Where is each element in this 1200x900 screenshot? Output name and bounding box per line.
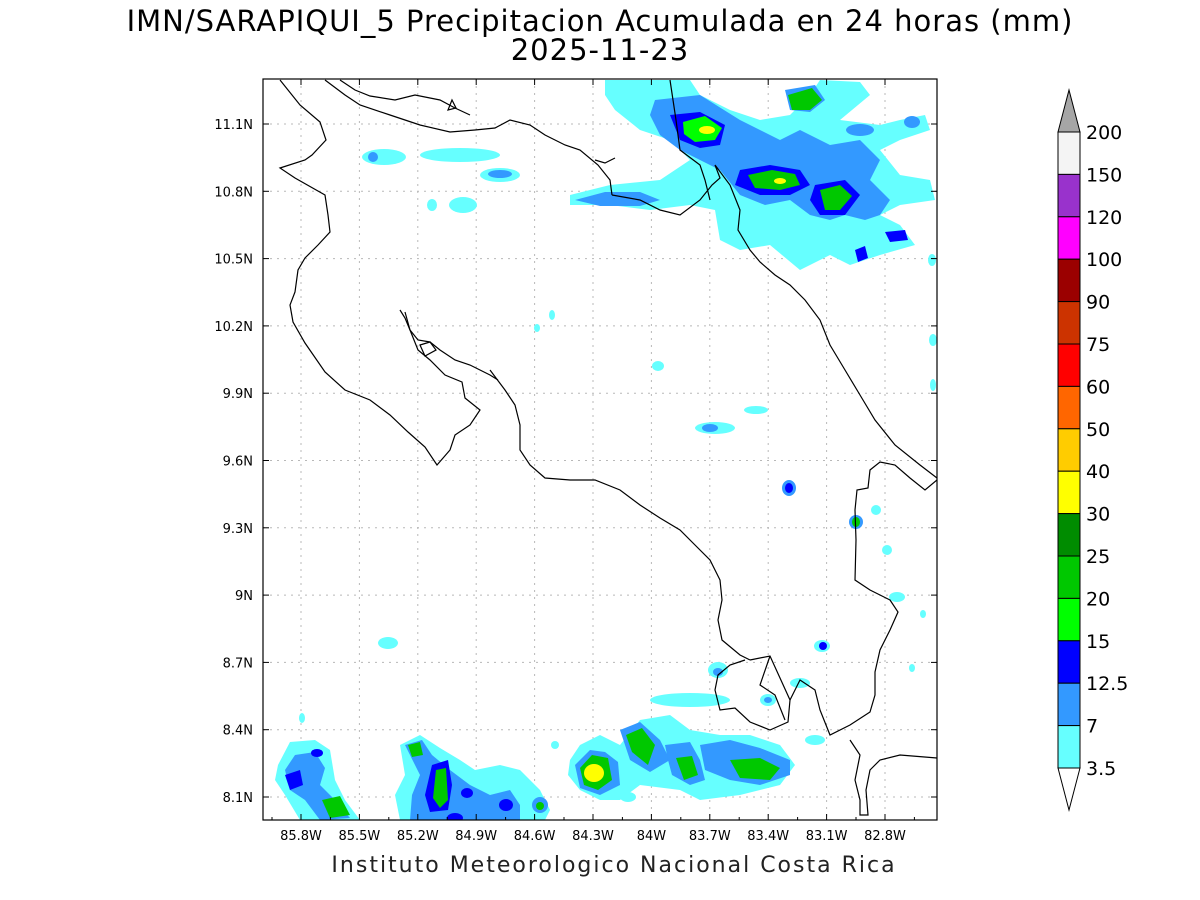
lon-tick-label: 84.3W [572,829,614,844]
lat-tick-label: 11.1N [214,118,253,133]
lon-tick-label: 83.1W [806,829,848,844]
lon-tick-label: 85.8W [280,829,322,844]
coastline-borders [278,79,937,816]
colorbar-level-label: 60 [1086,376,1110,398]
lon-tick-label: 84W [637,829,667,844]
colorbar-over-triangle [1057,88,1081,133]
colorbar-level-label: 200 [1086,122,1122,144]
colorbar-segment [1057,428,1081,472]
lat-tick-label: 8.1N [223,791,253,806]
colorbar-segment [1057,343,1081,387]
lon-tick-label: 83.4W [747,829,789,844]
lat-tick-label: 9N [235,589,253,604]
colorbar-level-label: 15 [1086,631,1110,653]
lat-tick-label: 10.5N [214,253,253,268]
colorbar-level-label: 90 [1086,292,1110,314]
lat-tick-label: 10.8N [214,185,253,200]
colorbar-segment [1057,173,1081,218]
lon-tick-label: 82.8W [864,829,906,844]
lat-tick-label: 8.4N [223,724,253,739]
map-frame [262,78,938,821]
colorbar-level-label: 120 [1086,207,1122,229]
chart-title: IMN/SARAPIQUI_5 Precipitacion Acumulada … [126,4,1074,38]
colorbar-segment [1057,131,1081,175]
lon-tick-label: 84.6W [514,829,556,844]
lon-tick-label: 85.2W [397,829,439,844]
colorbar: 200 150 120 100 90 75 60 50 40 30 25 20 15 12.5 7 3.5 [1057,88,1128,812]
colorbar-level-label: 7 [1086,716,1098,738]
colorbar-segment [1057,258,1081,303]
colorbar-level-label: 40 [1086,461,1110,483]
colorbar-level-label: 20 [1086,588,1110,610]
colorbar-segment [1057,301,1081,345]
colorbar-segment [1057,513,1081,557]
lon-tick-label: 83.7W [689,829,731,844]
lon-tick-label: 84.9W [455,829,497,844]
lat-tick-label: 9.9N [223,387,253,402]
colorbar-level-label: 3.5 [1086,758,1116,780]
colorbar-level-label: 75 [1086,334,1110,356]
colorbar-level-label: 25 [1086,546,1110,568]
colorbar-segment [1057,216,1081,260]
colorbar-segment [1057,640,1081,684]
colorbar-under-triangle [1057,767,1081,812]
lat-tick-label: 9.3N [223,522,253,537]
colorbar-level-label: 30 [1086,504,1110,526]
colorbar-level-label: 100 [1086,249,1122,271]
axis-ticks: 85.8W 85.5W 85.2W 84.9W 84.6W 84.3W 84W 83.7W 83… [214,79,937,844]
colorbar-segment [1057,385,1081,430]
chart-date: 2025-11-23 [510,33,690,67]
lat-tick-label: 10.2N [214,320,253,335]
lat-tick-label: 9.6N [223,455,253,470]
colorbar-segment [1057,682,1081,727]
colorbar-segment [1057,597,1081,642]
institution-footer: Instituto Meteorologico Nacional Costa R… [331,853,897,878]
colorbar-segment [1057,470,1081,515]
colorbar-segment [1057,555,1081,599]
colorbar-segment [1057,725,1081,769]
lon-tick-label: 85.5W [338,829,380,844]
colorbar-level-label: 12.5 [1086,673,1128,695]
colorbar-level-label: 50 [1086,419,1110,441]
colorbar-level-label: 150 [1086,164,1122,186]
precipitation-field [275,80,937,820]
lat-tick-label: 8.7N [223,656,253,671]
